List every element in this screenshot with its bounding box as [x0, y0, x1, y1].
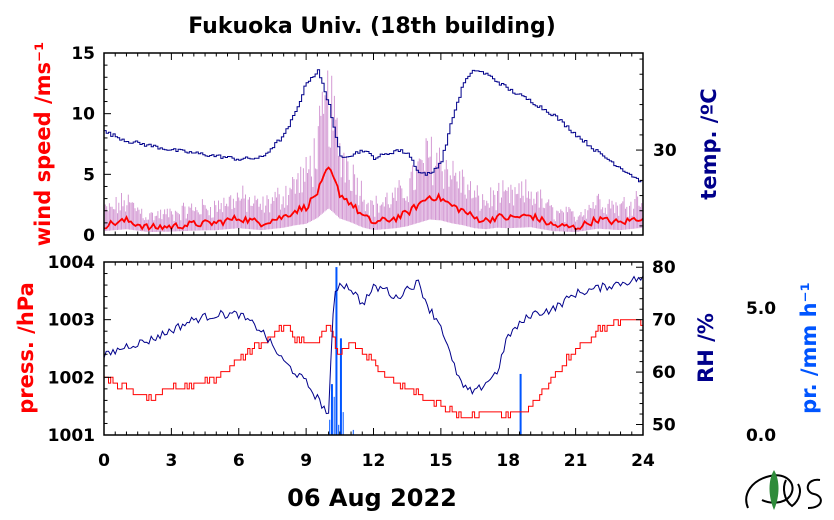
x-tick-label: 3 — [165, 451, 177, 471]
precip-tick-label: 0.0 — [746, 426, 776, 446]
x-tick-label: 0 — [98, 451, 110, 471]
pressure-line — [104, 313, 643, 419]
x-tick-label: 18 — [496, 451, 520, 471]
chart-title: Fukuoka Univ. (18th building) — [188, 14, 556, 39]
precip-bar — [342, 412, 344, 435]
temp-tick-label: 30 — [653, 141, 677, 161]
rh-tick-label: 50 — [652, 416, 676, 436]
humidity-line — [104, 275, 643, 415]
x-tick-label: 6 — [233, 451, 245, 471]
precip-bar — [352, 429, 354, 435]
logo-leaf — [769, 470, 779, 510]
precip-bar — [333, 396, 335, 435]
rh-axis-label: RH /% — [694, 313, 718, 383]
logo-stroke-e — [783, 479, 801, 508]
logo-stroke-s — [806, 478, 822, 509]
press-tick-label: 1003 — [48, 311, 95, 331]
x-tick-label: 21 — [564, 451, 588, 471]
logo-swoosh — [745, 474, 794, 509]
rh-tick-label: 60 — [652, 363, 676, 383]
press-tick-label: 1002 — [48, 368, 95, 388]
press-tick-label: 1004 — [48, 253, 95, 273]
precip-bar — [339, 338, 342, 435]
rh-tick-label: 70 — [652, 311, 676, 331]
bottom-panel-traces — [104, 267, 643, 435]
press-axis-label: press. /hPa — [14, 282, 38, 414]
wind-speed-line — [104, 166, 643, 232]
x-tick-label: 24 — [631, 451, 655, 471]
precip-bar — [519, 373, 522, 435]
precip-bar — [329, 419, 331, 435]
x-tick-label: 12 — [362, 451, 386, 471]
press-tick-label: 1001 — [48, 426, 95, 446]
date-label: 06 Aug 2022 — [287, 484, 457, 512]
precip-tick-label: 5.0 — [746, 299, 776, 319]
precip-bar — [335, 267, 338, 435]
wind-tick-label: 15 — [71, 44, 95, 64]
rh-tick-label: 80 — [652, 258, 676, 278]
ies-leaf-logo — [745, 470, 822, 510]
precip-axis-label: pr. /mm h⁻¹ — [797, 282, 821, 414]
top-panel-traces — [104, 69, 643, 233]
precip-bar — [330, 384, 333, 435]
x-tick-label: 15 — [429, 451, 453, 471]
temperature-line — [104, 69, 643, 186]
wind-tick-label: 5 — [83, 165, 95, 185]
wind-tick-label: 10 — [71, 105, 95, 125]
bottom-plot-frame — [103, 261, 644, 436]
wind-tick-label: 0 — [83, 226, 95, 246]
temp-axis-label: temp. /ºC — [697, 88, 721, 199]
x-tick-label: 9 — [300, 451, 312, 471]
wind-axis-label: wind speed /ms⁻¹ — [31, 42, 55, 247]
precip-bar — [338, 424, 340, 435]
